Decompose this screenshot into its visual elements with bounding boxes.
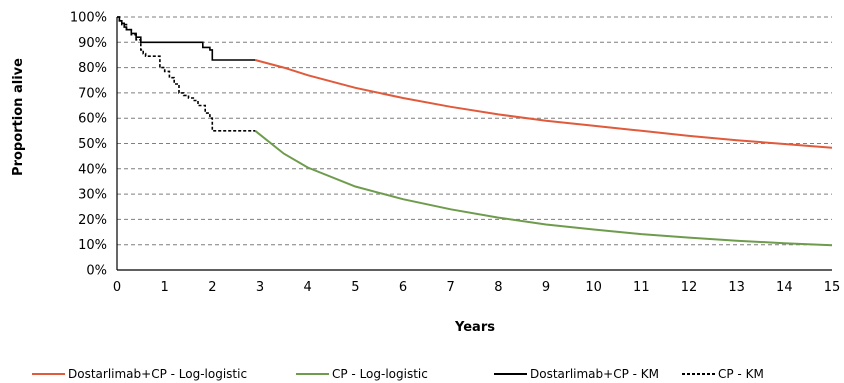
legend-label: CP - KM [718,367,764,381]
x-tick-label: 15 [824,280,841,295]
y-tick-label: 20% [78,213,107,228]
x-tick-label: 3 [256,280,264,295]
series-line-0 [254,59,833,149]
series-line-2 [117,16,256,61]
x-tick-label: 11 [633,280,650,295]
grid-lines [117,16,832,246]
x-tick-label: 10 [585,280,602,295]
y-tick-label: 100% [70,11,107,26]
x-tick-label: 13 [728,280,745,295]
y-tick-label: 30% [78,188,107,203]
y-tick-label: 40% [78,162,107,177]
x-tick-label: 12 [681,280,698,295]
series-line-1 [254,130,833,247]
y-tick-label: 0% [86,264,107,279]
y-tick-label: 70% [78,86,107,101]
series-line-3 [117,16,256,132]
x-tick-label: 4 [304,280,312,295]
legend: Dostarlimab+CP - Log-logistic CP - Log-lo… [32,367,764,381]
x-tick-label: 7 [447,280,455,295]
series-lines [117,16,833,247]
y-tick-label: 10% [78,238,107,253]
y-tick-label: 60% [78,112,107,127]
x-tick-label: 6 [399,280,407,295]
x-tick-labels: 0 1 2 3 4 5 6 7 8 9 10 11 12 13 14 15 [113,280,840,295]
x-tick-label: 1 [161,280,169,295]
legend-label: Dostarlimab+CP - KM [530,367,659,381]
x-tick-label: 8 [494,280,502,295]
legend-label: CP - Log-logistic [332,367,428,381]
axes [116,17,832,271]
x-tick-label: 2 [208,280,216,295]
y-tick-label: 90% [78,36,107,51]
y-tick-label: 50% [78,137,107,152]
legend-label: Dostarlimab+CP - Log-logistic [68,367,247,381]
x-axis-title: Years [454,320,495,335]
x-tick-label: 9 [542,280,550,295]
y-tick-label: 80% [78,61,107,76]
y-tick-labels: 0% 10% 20% 30% 40% 50% 60% 70% 80% 90% 100% [70,11,107,279]
x-tick-label: 14 [776,280,793,295]
y-axis-title: Proportion alive [11,58,26,176]
x-tick-label: 0 [113,280,121,295]
x-tick-label: 5 [351,280,359,295]
